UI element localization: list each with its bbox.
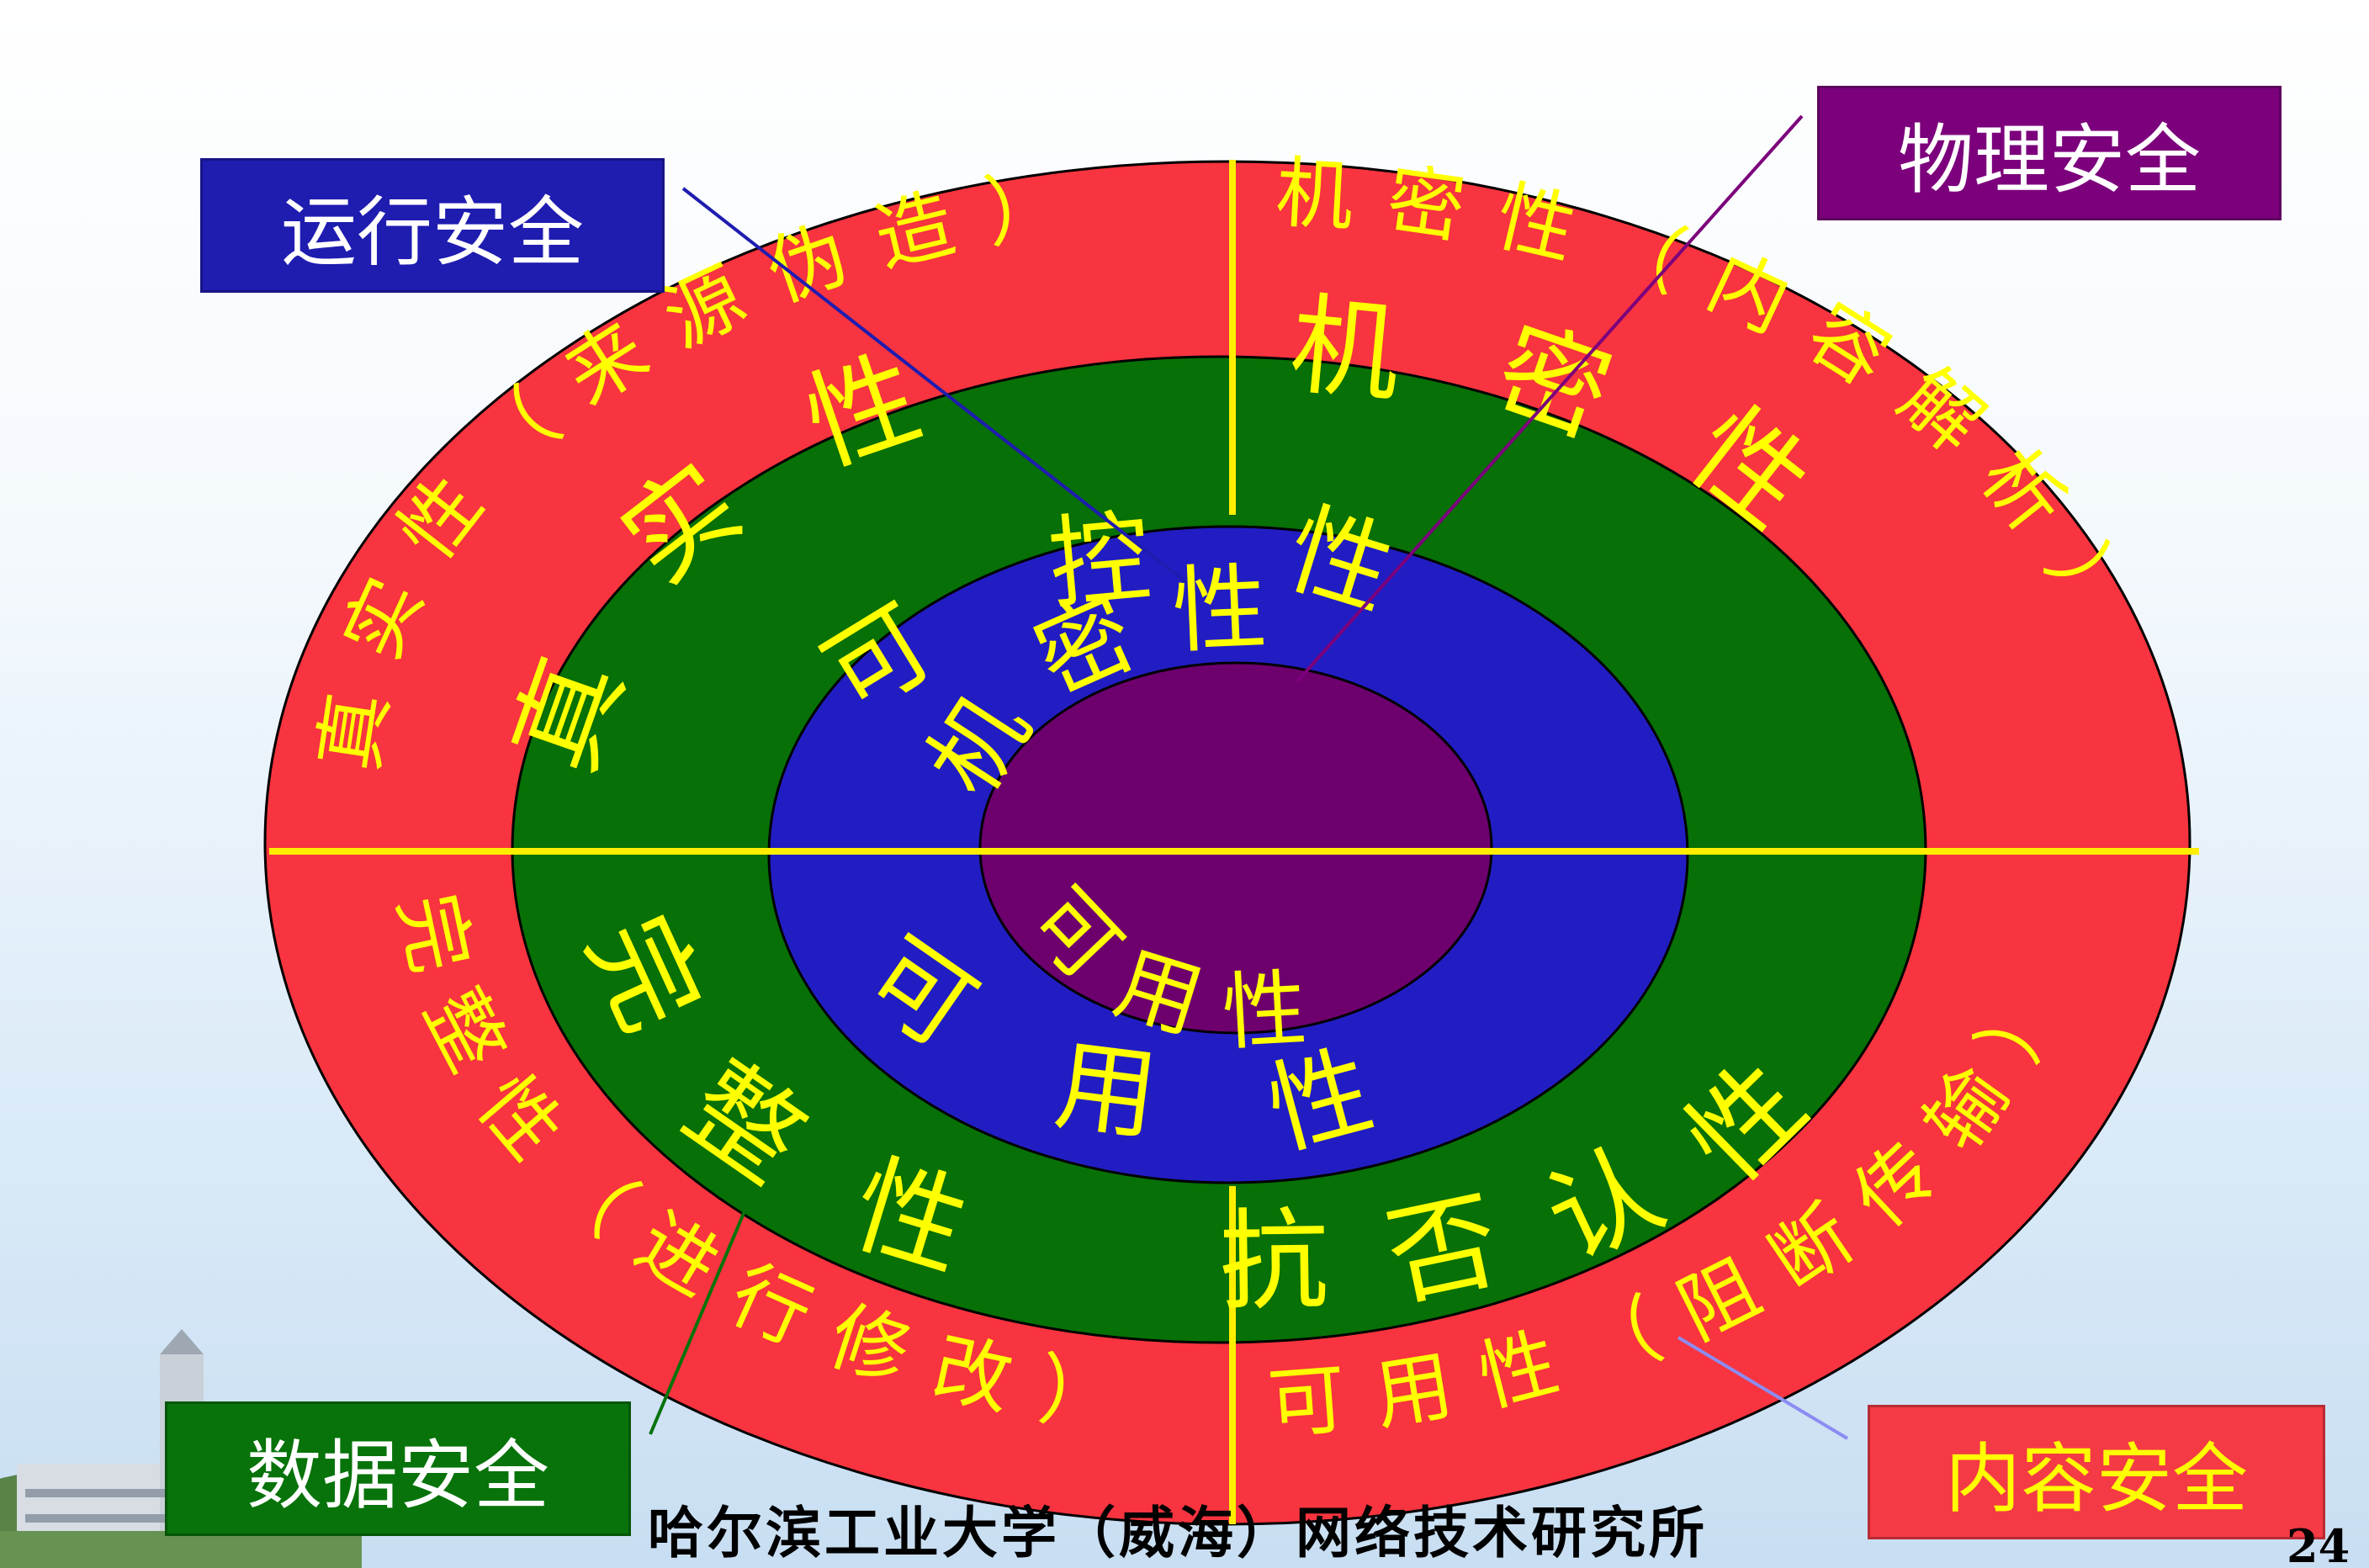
footer-institution: 哈尔滨工业大学（威海）网络技术研究所 <box>648 1500 1708 1565</box>
content-security-label: 内容安全 <box>1868 1405 2325 1539</box>
page-number: 24 <box>2287 1524 2350 1568</box>
pointer-line-yunxing <box>681 187 1188 584</box>
data-security-label: 数据安全 <box>165 1401 631 1536</box>
operation-security-label: 运行安全 <box>200 158 665 293</box>
physical-security-label: 物理安全 <box>1817 86 2282 220</box>
pointer-line-neirong <box>1677 1336 1849 1440</box>
pointer-line-shuju <box>649 1210 746 1435</box>
pointer-line-wuli <box>1296 114 1804 683</box>
